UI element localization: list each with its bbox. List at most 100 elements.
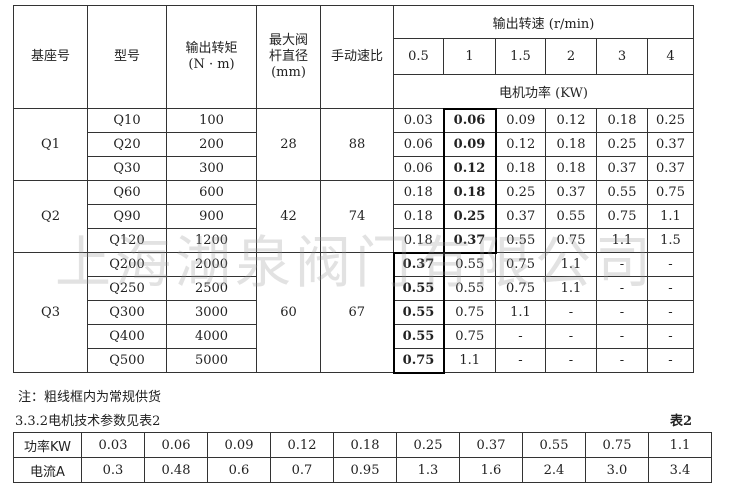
power-value: 0.25 [396,432,460,458]
power-cell: 0.18 [545,156,597,181]
power-cell: 1.5 [647,228,694,253]
current-value: 3.4 [648,457,712,483]
actuator-spec-table: 基座号 型号 输出转矩 (N · m) 最大阀杆直径 (mm) 手动速比 输出转速 … [13,5,694,374]
header-base: 基座号 [13,5,88,109]
power-cell: 0.55 [596,180,648,205]
speed-0.5: 0.5 [393,38,444,75]
header-speed: 输出转速 (r/min) [393,5,694,39]
torque-cell: 900 [166,204,257,229]
power-cell: 0.18 [596,108,648,133]
power-cell: - [647,300,694,325]
torque-cell: 100 [166,108,257,133]
header-model: 型号 [87,5,167,109]
power-cell: 0.18 [393,180,444,205]
power-cell: 0.09 [442,132,497,157]
base-cell: Q3 [13,252,88,373]
power-cell: 0.09 [495,108,546,133]
table-row: Q1 Q10 100 28 88 0.03 0.06 0.09 0.12 0.18 0.25 [13,107,694,181]
header-ratio: 手动速比 [320,5,394,109]
power-cell: 0.03 [393,108,444,133]
header-power: 电机功率 (KW) [393,74,694,109]
power-cell: - [545,348,597,373]
current-value: 0.95 [333,457,397,483]
power-cell: 0.55 [495,228,546,253]
table-row: Q2 Q60 600 42 74 0.18 0.18 0.25 0.37 0.55 0.75 [13,180,694,253]
speed-2: 2 [545,38,597,75]
model-cell: Q300 [87,300,167,325]
model-cell: Q60 [87,180,167,205]
power-cell: 0.75 [495,276,546,301]
power-value: 0.37 [459,432,523,458]
power-cell: 0.25 [495,180,546,205]
power-cell: 0.37 [647,156,694,181]
model-cell: Q30 [87,156,167,181]
power-cell: 0.75 [443,324,496,349]
power-cell: - [495,348,546,373]
power-cell: - [647,348,694,373]
ratio-cell: 88 [320,108,394,181]
power-cell: 1.1 [443,348,496,373]
power-cell: - [596,252,648,277]
power-value: 0.55 [522,432,586,458]
torque-cell: 200 [166,132,257,157]
power-cell: 0.25 [647,108,694,133]
power-cell: 0.12 [495,132,546,157]
power-cell: 0.12 [442,156,497,181]
power-cell: 0.37 [545,180,597,205]
power-cell: 0.18 [545,132,597,157]
power-value: 0.75 [585,432,649,458]
power-label: 功率KW [13,432,82,458]
power-cell: 0.18 [495,156,546,181]
power-cell: 0.25 [596,132,648,157]
ratio-cell: 67 [320,252,394,373]
ratio-cell: 74 [320,180,394,253]
power-cell: 0.37 [392,251,445,277]
power-cell: - [647,252,694,277]
current-value: 0.48 [144,457,208,483]
torque-cell: 4000 [166,324,257,349]
power-cell: 0.37 [596,156,648,181]
speed-4: 4 [647,38,694,75]
current-value: 3.0 [585,457,649,483]
power-value: 0.09 [207,432,271,458]
power-cell: - [596,300,648,325]
power-value: 0.03 [81,432,145,458]
power-cell: 0.06 [393,132,444,157]
torque-cell: 2000 [166,252,257,277]
power-cell: 0.55 [392,324,445,349]
current-label: 电流A [13,457,82,483]
speed-3: 3 [596,38,648,75]
speed-1: 1 [443,38,496,75]
table-row: Q500 5000 0.75 1.1- - - - [14,348,694,374]
model-cell: Q90 [87,204,167,229]
power-cell: 0.55 [392,276,445,301]
power-cell: 0.06 [393,156,444,181]
power-cell: - [596,348,648,373]
power-cell: 1.1 [495,300,546,325]
header-stem-unit: (mm) [271,65,306,80]
power-cell: 0.75 [647,180,694,205]
power-value: 0.18 [333,432,397,458]
power-cell: 0.06 [442,107,497,133]
power-cell: 0.37 [495,204,546,229]
header-stem-label: 最大阀杆直径 [268,33,308,64]
power-cell: - [596,276,648,301]
model-cell: Q120 [87,228,167,253]
current-value: 1.3 [396,457,460,483]
power-cell: 0.75 [545,228,597,253]
power-cell: - [545,300,597,325]
power-cell: 1.1 [545,276,597,301]
stem-cell: 60 [256,252,321,373]
power-cell: 0.18 [442,180,497,205]
power-cell: 0.55 [443,252,496,277]
power-cell: - [647,276,694,301]
model-cell: Q400 [87,324,167,349]
power-cell: 0.18 [393,204,444,229]
note-text: 注：粗线框内为常规供货 [18,390,162,405]
model-cell: Q200 [87,252,167,277]
base-cell: Q2 [13,180,88,253]
current-value: 0.6 [207,457,271,483]
power-cell: 0.75 [443,300,496,325]
stem-cell: 42 [256,180,321,253]
power-value: 0.12 [270,432,334,458]
